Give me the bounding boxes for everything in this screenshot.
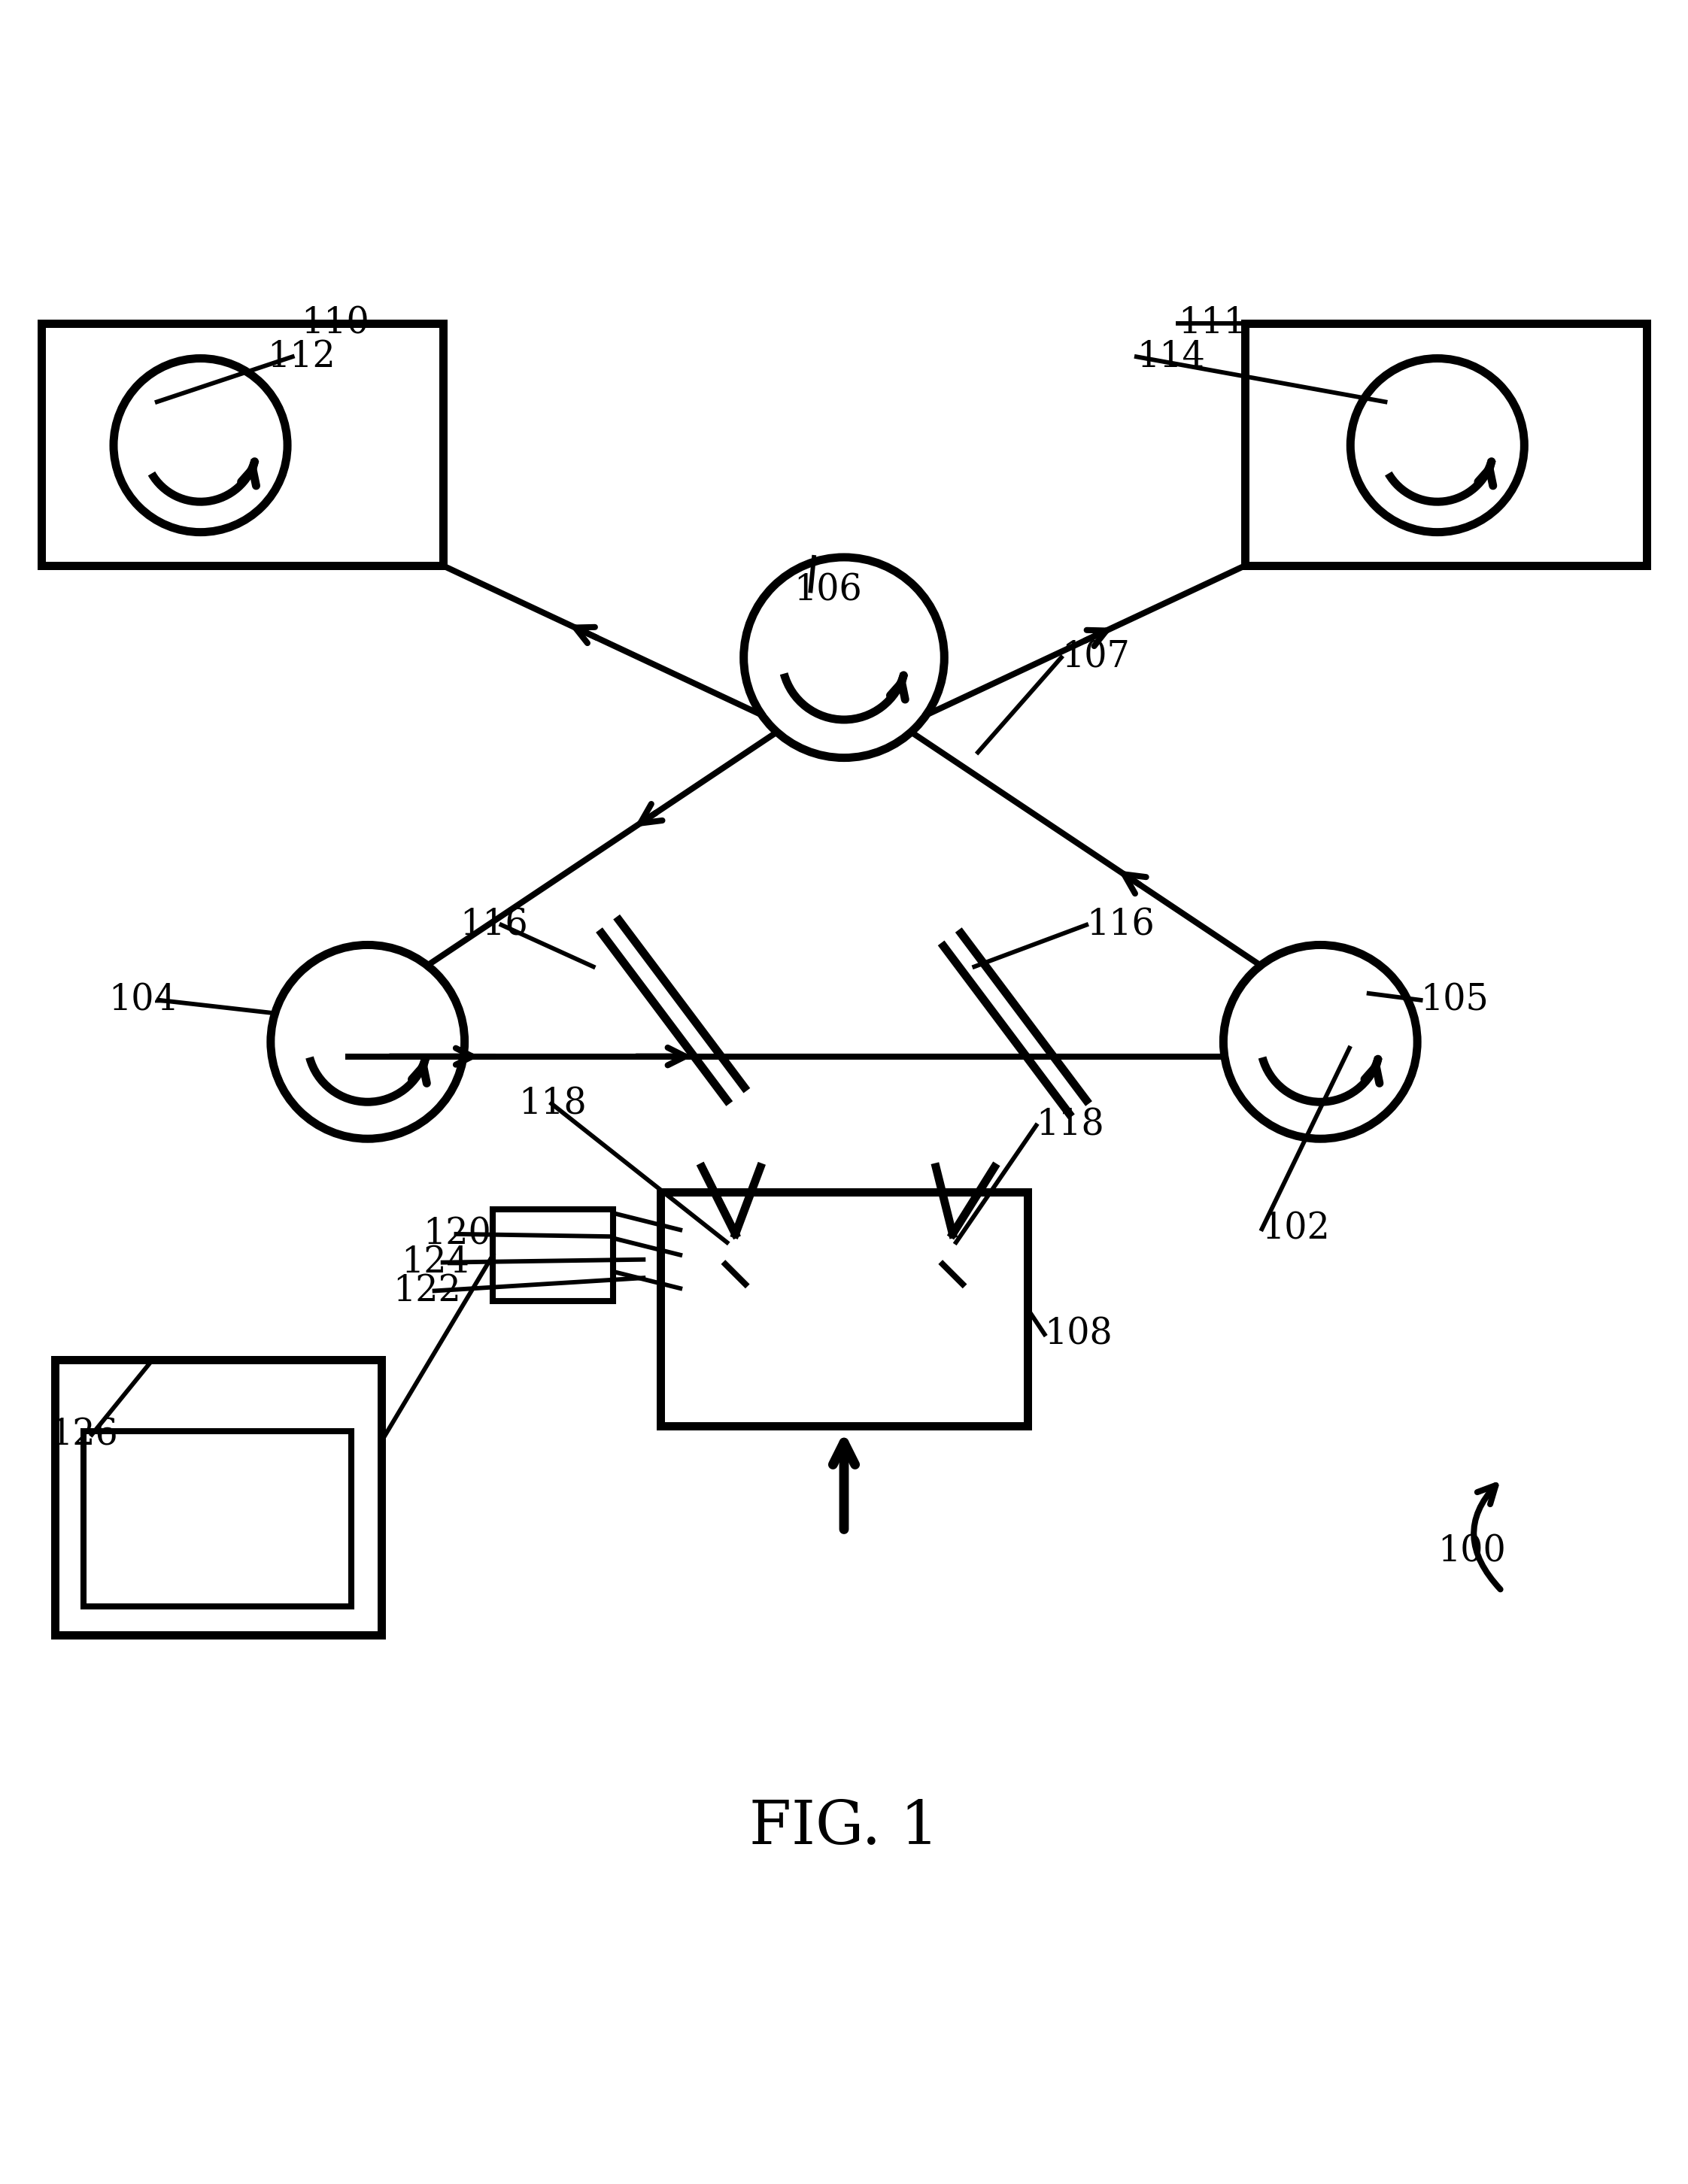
Text: 102: 102: [1263, 1212, 1330, 1247]
Text: 116: 116: [1087, 906, 1155, 943]
Text: 124: 124: [402, 1245, 469, 1280]
Text: 126: 126: [51, 1417, 118, 1452]
Text: 112: 112: [267, 339, 336, 373]
Bar: [493, 1210, 613, 1302]
Text: 118: 118: [1036, 1107, 1104, 1142]
Text: 105: 105: [1421, 983, 1489, 1018]
Text: 122: 122: [393, 1273, 461, 1308]
Bar: [56, 1358, 381, 1636]
Text: 100: 100: [1438, 1533, 1506, 1570]
Text: 107: 107: [1062, 640, 1129, 675]
Text: 120: 120: [422, 1216, 491, 1251]
Text: FIG. 1: FIG. 1: [749, 1797, 939, 1856]
Text: 116: 116: [459, 906, 528, 943]
Text: 106: 106: [793, 572, 863, 609]
Text: 118: 118: [518, 1085, 586, 1120]
Bar: [660, 1192, 1028, 1426]
Text: 114: 114: [1136, 339, 1205, 373]
Bar: [42, 323, 442, 566]
Text: 104: 104: [108, 983, 177, 1018]
Text: 108: 108: [1045, 1317, 1112, 1352]
Bar: [1246, 323, 1646, 566]
Bar: [83, 1431, 351, 1607]
Text: 111: 111: [1178, 306, 1246, 341]
Text: 110: 110: [300, 306, 370, 341]
